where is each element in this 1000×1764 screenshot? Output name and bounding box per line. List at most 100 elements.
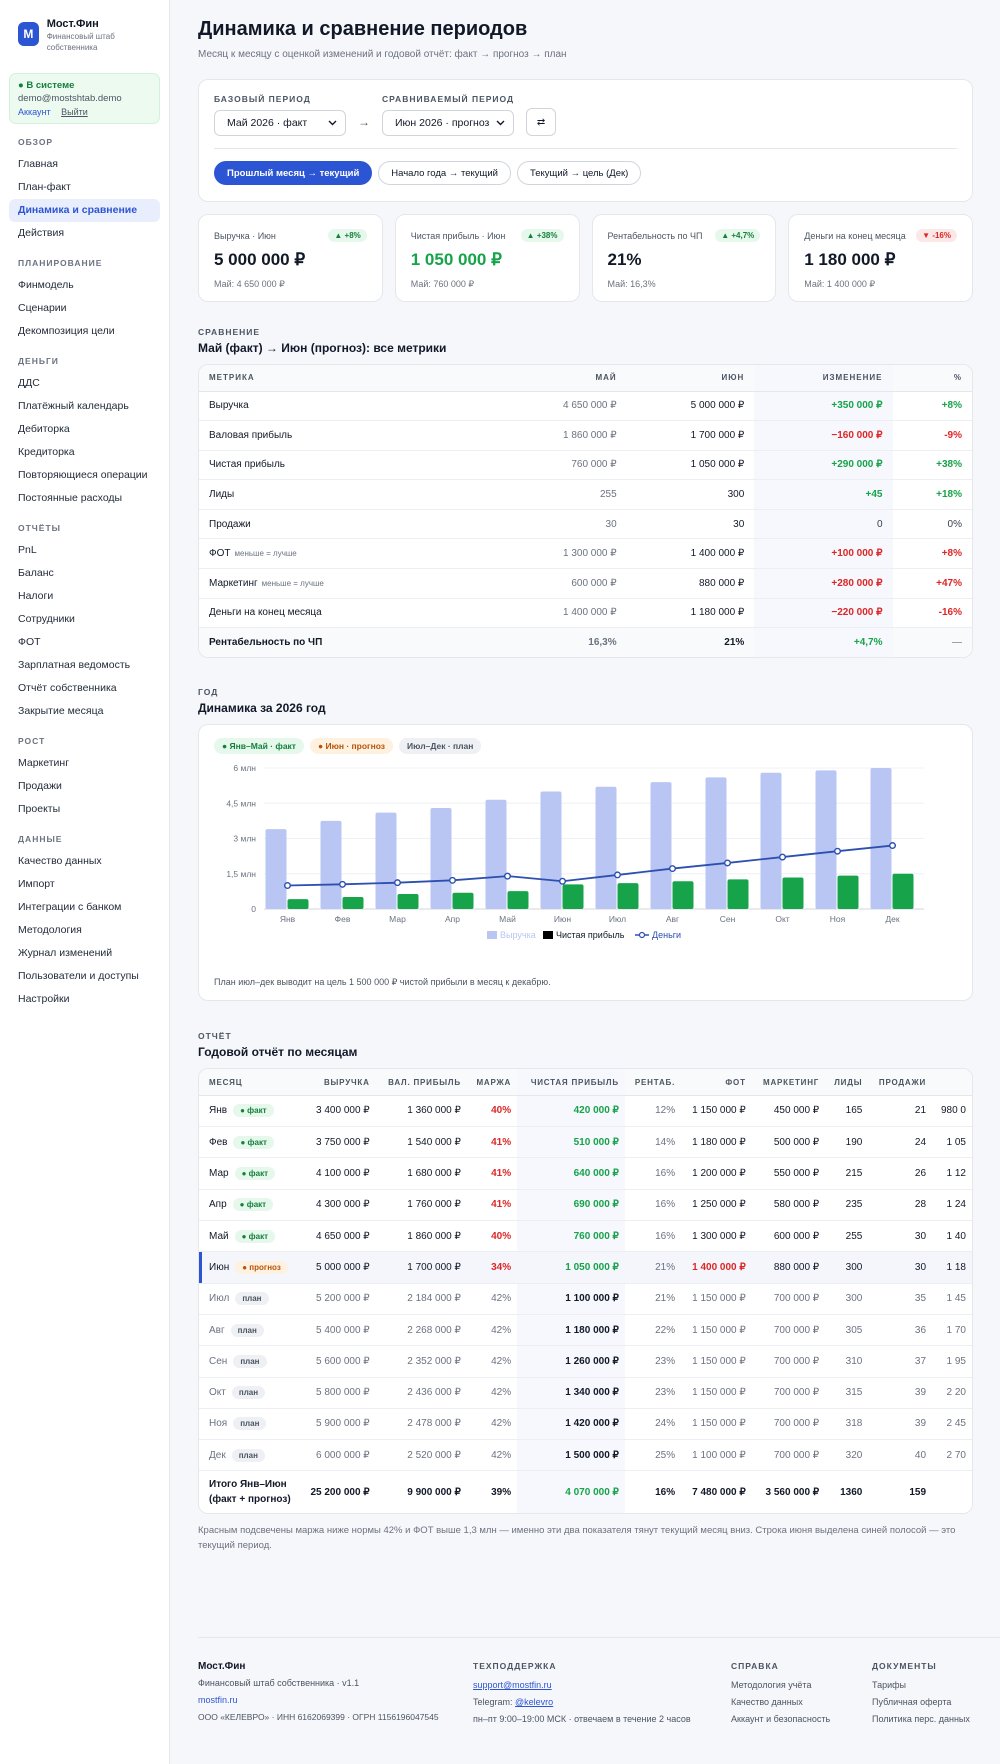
- x-tick-label: Сен: [720, 914, 736, 924]
- status-title: ● В системе: [18, 80, 75, 91]
- kpi-previous: Май: 4 650 000 ₽: [214, 279, 285, 289]
- jun-value: 1 050 000 ₽: [626, 450, 755, 481]
- chart-note: План июл–дек выводит на цель 1 500 000 ₽…: [214, 977, 551, 988]
- sidebar-item[interactable]: Пользователи и доступы: [18, 970, 139, 982]
- preset-button[interactable]: Текущий → цель (Дек): [516, 161, 642, 185]
- metric-cell: ФОТ меньше = лучше: [199, 538, 499, 570]
- support-email-link[interactable]: support@mostfin.ru: [473, 1680, 552, 1690]
- sidebar-item[interactable]: Дебиторка: [18, 423, 70, 435]
- sidebar-item[interactable]: Кредиторка: [18, 446, 75, 458]
- footer-help-link[interactable]: Методология учёта: [731, 1680, 812, 1690]
- sidebar-item[interactable]: Интеграции с банком: [18, 901, 122, 913]
- comparison-section: СРАВНЕНИЕ Май (факт) → Июн (прогноз): вс…: [198, 327, 973, 659]
- report-note: Красным подсвечены маржа ниже нормы 42% …: [198, 1524, 956, 1551]
- table-row[interactable]: Сен план 5 600 000 ₽2 352 000 ₽42% 1 260 00…: [199, 1345, 972, 1378]
- change-percent: +47%: [892, 568, 972, 599]
- sidebar-item[interactable]: Проекты: [18, 803, 61, 815]
- sidebar-item[interactable]: Налоги: [18, 590, 54, 602]
- footer-help-link[interactable]: Аккаунт и безопасность: [731, 1714, 831, 1724]
- table-row: Чистая прибыль 760 000 ₽1 050 000 ₽ +290 0…: [199, 450, 972, 481]
- kpi-label: Выручка · Июн: [214, 230, 276, 241]
- sidebar-item[interactable]: Методология: [18, 924, 82, 936]
- logout-link[interactable]: Выйти: [61, 107, 88, 117]
- profitability-cell: 21%: [624, 1283, 682, 1315]
- sidebar-item[interactable]: Повторяющиеся операции: [18, 469, 148, 481]
- payroll-cell: 1 150 000 ₽: [681, 1377, 752, 1409]
- sidebar-item[interactable]: Постоянные расходы: [18, 492, 123, 504]
- sidebar-item[interactable]: Импорт: [18, 878, 55, 890]
- footer-docs-link[interactable]: Публичная оферта: [872, 1697, 952, 1707]
- sidebar-item[interactable]: Зарплатная ведомость: [18, 659, 131, 671]
- kpi-value: 1 050 000 ₽: [410, 250, 502, 269]
- table-row[interactable]: Дек план 6 000 000 ₽2 520 000 ₽42% 1 500 00…: [199, 1439, 972, 1472]
- sidebar-item[interactable]: Действия: [18, 227, 65, 239]
- preset-button[interactable]: Начало года → текущий: [378, 161, 511, 185]
- sidebar-item[interactable]: Качество данных: [18, 855, 102, 867]
- sidebar-item[interactable]: Маркетинг: [18, 757, 70, 769]
- swap-periods-button[interactable]: ⇄: [526, 108, 557, 136]
- telegram-link[interactable]: @kelevro: [515, 1697, 554, 1707]
- sidebar-item[interactable]: Журнал изменений: [18, 947, 113, 959]
- table-row[interactable]: Мар ● факт 4 100 000 ₽1 680 000 ₽41% 640 00…: [199, 1157, 972, 1190]
- sales-cell: 40: [868, 1439, 933, 1472]
- main-content: Динамика и сравнение периодов Месяц к ме…: [170, 0, 1000, 1764]
- revenue-bar: [430, 808, 452, 910]
- sidebar-item[interactable]: Баланс: [18, 567, 54, 579]
- sidebar-item[interactable]: Динамика и сравнение: [9, 199, 160, 222]
- table-row[interactable]: Авг план 5 400 000 ₽2 268 000 ₽42% 1 180 00…: [199, 1314, 972, 1347]
- gross-profit-cell: 1 760 000 ₽: [375, 1189, 467, 1222]
- table-row[interactable]: Июн ● прогноз 5 000 000 ₽1 700 000 ₽34% 1 0…: [199, 1251, 972, 1284]
- sidebar-item[interactable]: Настройки: [18, 993, 70, 1005]
- sidebar-item[interactable]: Платёжный календарь: [18, 400, 129, 412]
- cash-point: [669, 865, 677, 873]
- jun-value: 1 400 000 ₽: [626, 538, 755, 570]
- sidebar-item[interactable]: ДДС: [18, 377, 40, 389]
- sidebar-item[interactable]: Закрытие месяца: [18, 705, 104, 717]
- sidebar-item[interactable]: Продажи: [18, 780, 62, 792]
- sidebar-item[interactable]: Сотрудники: [18, 613, 75, 625]
- site-link[interactable]: mostfin.ru: [198, 1695, 238, 1705]
- table-row[interactable]: Июл план 5 200 000 ₽2 184 000 ₽42% 1 100 00…: [199, 1283, 972, 1315]
- month-name: Ноя: [209, 1418, 228, 1430]
- jun-value: 1 700 000 ₽: [626, 420, 755, 451]
- kpi-value: 21%: [607, 250, 642, 269]
- metric-note: меньше = лучше: [234, 549, 297, 559]
- compare-period-select[interactable]: Июн 2026 · прогноз: [382, 110, 514, 136]
- gross-profit-cell: 1 700 000 ₽: [375, 1251, 467, 1284]
- leads-cell: 315: [825, 1377, 869, 1409]
- table-row[interactable]: Май ● факт 4 650 000 ₽1 860 000 ₽40% 760 00…: [199, 1220, 972, 1253]
- leads-cell: 300: [825, 1283, 869, 1315]
- sidebar-item[interactable]: Отчёт собственника: [18, 682, 117, 694]
- profitability-cell: 16%: [624, 1189, 682, 1222]
- report-section: ОТЧЁТ Годовой отчёт по месяцам МЕСЯЦ ВЫРУ…: [198, 1031, 973, 1553]
- account-link[interactable]: Аккаунт: [18, 107, 51, 117]
- table-row[interactable]: Окт план 5 800 000 ₽2 436 000 ₽42% 1 340 00…: [199, 1377, 972, 1409]
- status-badge: план: [230, 1323, 264, 1337]
- table-row[interactable]: Ноя план 5 900 000 ₽2 478 000 ₽42% 1 420 00…: [199, 1408, 972, 1441]
- sidebar-item[interactable]: Декомпозиция цели: [18, 325, 115, 337]
- preset-button[interactable]: Прошлый месяц → текущий: [214, 161, 373, 185]
- base-period-select[interactable]: Май 2026 · факт: [214, 110, 346, 136]
- footer-docs-link[interactable]: Политика перс. данных: [872, 1714, 970, 1724]
- base-period-label: БАЗОВЫЙ ПЕРИОД: [214, 94, 311, 104]
- net-profit-bar: [342, 897, 364, 910]
- sidebar-item[interactable]: Финмодель: [18, 279, 74, 291]
- column-header: %: [892, 365, 972, 392]
- table-row[interactable]: Янв ● факт 3 400 000 ₽1 360 000 ₽40% 420 00…: [199, 1095, 972, 1128]
- cash-point: [504, 872, 512, 880]
- table-row[interactable]: Фев ● факт 3 750 000 ₽1 540 000 ₽41% 510 00…: [199, 1126, 972, 1159]
- sidebar-item[interactable]: Сценарии: [18, 302, 67, 314]
- margin-cell: 41%: [466, 1126, 518, 1159]
- gross-profit-cell: 2 352 000 ₽: [375, 1345, 467, 1378]
- footer-docs-link[interactable]: Тарифы: [872, 1680, 907, 1690]
- sidebar-item[interactable]: План-факт: [18, 181, 71, 193]
- metric-cell: Деньги на конец месяца: [199, 598, 499, 629]
- nav-group: ОТЧЁТЫ PnL Баланс Налоги Сотрудники ФОТ Зарпла…: [9, 523, 160, 723]
- sidebar-item[interactable]: Главная: [18, 158, 58, 170]
- footer-help-link[interactable]: Качество данных: [731, 1697, 803, 1707]
- brand[interactable]: М Мост.Фин Финансовый штаб собственника: [9, 16, 160, 55]
- sidebar-item[interactable]: PnL: [18, 544, 37, 556]
- marketing-cell: 600 000 ₽: [751, 1220, 826, 1253]
- sidebar-item[interactable]: ФОТ: [18, 636, 41, 648]
- table-row[interactable]: Апр ● факт 4 300 000 ₽1 760 000 ₽41% 690 00…: [199, 1189, 972, 1222]
